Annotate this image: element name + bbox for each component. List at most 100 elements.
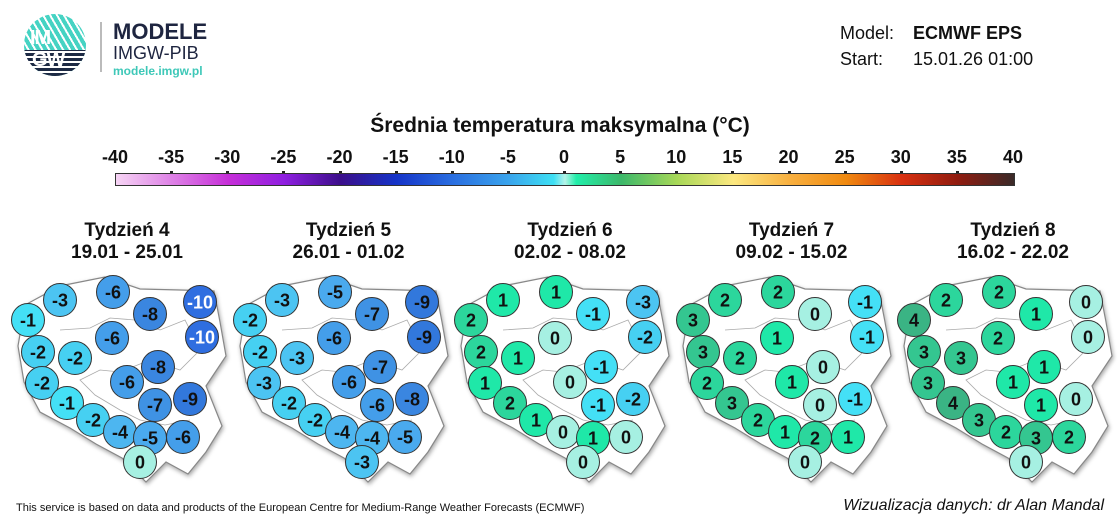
station-marker: -2 (242, 335, 277, 369)
station-value: -8 (403, 390, 419, 410)
station-marker: 2 (689, 366, 724, 400)
station-marker: -6 (359, 388, 394, 422)
station-marker: 4 (936, 386, 970, 420)
station-value: -2 (30, 343, 46, 363)
station-marker: -7 (138, 388, 172, 422)
station-value: -3 (288, 349, 304, 369)
station-value: 0 (550, 329, 560, 349)
colorbar-tick-label: 35 (946, 147, 967, 167)
station-circle (185, 320, 219, 354)
station-value: 1 (498, 291, 508, 311)
station-value: -5 (142, 429, 158, 449)
station-value: -3 (255, 374, 271, 394)
colorbar (115, 173, 1015, 186)
station-circle (344, 445, 379, 479)
colorbar-tick-label: 10 (666, 147, 687, 167)
week-dates: 09.02 - 15.02 (735, 242, 848, 263)
station-marker: -1 (11, 303, 45, 337)
station-circle (538, 321, 572, 355)
station-marker: -8 (141, 350, 175, 384)
station-marker: 1 (759, 321, 794, 355)
station-value: -6 (105, 283, 121, 303)
poland-map: 121-1-3-202 1 -101-22 -110 1 00 (454, 275, 670, 483)
colorbar-tick-label: -5 (499, 147, 516, 167)
station-marker: -1 (837, 382, 872, 416)
station-value: -3 (52, 291, 68, 311)
station-marker: -7 (362, 350, 397, 384)
colorbar-tick-label: 20 (778, 147, 799, 167)
station-circle (138, 388, 172, 422)
station-marker: 2 (981, 321, 1015, 355)
station-value: -6 (104, 329, 120, 349)
station-value: -3 (273, 291, 289, 311)
station-marker: 1 (767, 415, 802, 449)
station-marker: -10 (185, 320, 219, 354)
station-value: 0 (1083, 328, 1093, 348)
station-circle (760, 275, 795, 309)
colorbar-tick-label: -35 (158, 147, 185, 167)
colorbar-tick-label: 30 (890, 147, 911, 167)
station-value: 3 (697, 343, 707, 363)
station-value: -1 (585, 305, 601, 325)
station-value: 4 (909, 311, 919, 331)
station-value: 4 (948, 394, 958, 414)
station-value: 0 (1021, 453, 1031, 473)
station-marker: 0 (787, 445, 822, 479)
station-marker: -6 (110, 365, 144, 399)
station-value: -4 (112, 423, 128, 443)
station-circle (96, 275, 130, 309)
station-marker: -9 (404, 285, 439, 319)
station-circle (279, 341, 314, 375)
colorbar-tick-label: 15 (722, 147, 743, 167)
station-circle (468, 366, 502, 400)
station-value: 1 (1008, 373, 1018, 393)
station-circle (58, 341, 92, 375)
station-marker: -1 (847, 285, 882, 319)
station-circle (406, 320, 441, 354)
station-circle (141, 350, 175, 384)
station-value: 3 (687, 311, 697, 331)
station-value: -1 (858, 328, 874, 348)
station-circle (787, 445, 822, 479)
station-circle (707, 283, 742, 317)
station-value: 0 (135, 453, 145, 473)
station-circle (996, 365, 1030, 399)
station-value: -1 (590, 396, 606, 416)
station-circle (628, 320, 662, 354)
station-marker: 0 (1071, 320, 1105, 354)
station-value: -6 (368, 396, 384, 416)
station-marker: 2 (1052, 420, 1086, 454)
station-value: -6 (119, 373, 135, 393)
station-circle (584, 350, 618, 384)
author-credit: Wizualizacja danych: dr Alan Mandal (843, 497, 1104, 514)
station-marker: 2 (989, 415, 1023, 449)
station-marker: 2 (493, 386, 527, 420)
station-marker: 1 (1024, 388, 1058, 422)
station-circle (501, 341, 535, 375)
station-marker: 1 (486, 283, 520, 317)
station-circle (1052, 420, 1086, 454)
station-circle (759, 321, 794, 355)
station-circle (830, 420, 865, 454)
station-marker: 0 (797, 297, 832, 331)
station-circle (50, 386, 84, 420)
station-value: -2 (637, 328, 653, 348)
station-circle (1059, 382, 1093, 416)
station-marker: 0 (546, 415, 580, 449)
station-value: 1 (531, 411, 541, 431)
station-value: 1 (513, 349, 523, 369)
station-value: 2 (734, 349, 744, 369)
station-value: 2 (809, 429, 819, 449)
station-circle (362, 350, 397, 384)
brand-url[interactable]: modele.imgw.pl (113, 64, 203, 78)
week-label: Tydzień 5 (305, 220, 392, 241)
station-marker: 2 (722, 341, 757, 375)
station-marker: -2 (58, 341, 92, 375)
station-value: -2 (625, 390, 641, 410)
station-marker: -2 (297, 403, 332, 437)
station-marker: 1 (1027, 350, 1061, 384)
station-value: -9 (415, 328, 431, 348)
station-circle (714, 386, 749, 420)
station-value: 0 (565, 373, 575, 393)
